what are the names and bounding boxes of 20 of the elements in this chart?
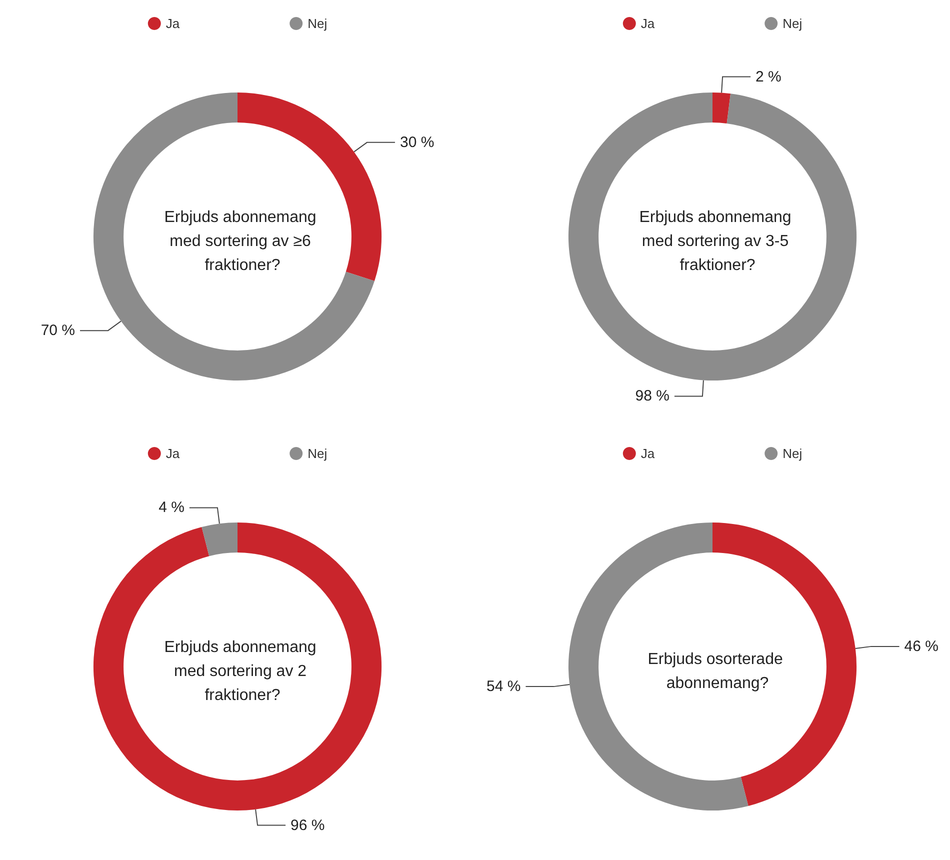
data-label: 70 % — [40, 322, 76, 340]
data-label: 98 % — [635, 388, 670, 405]
data-label: 2 % — [756, 68, 782, 86]
legend-label: Ja — [166, 16, 180, 31]
legend-label: Ja — [640, 16, 656, 31]
data-label: 4 % — [158, 499, 184, 516]
data-label: 30 % — [400, 134, 434, 151]
legend-label: Nej — [308, 446, 328, 461]
legend-label: Nej — [308, 16, 328, 31]
legend-label: Nej — [782, 446, 802, 461]
data-label: 96 % — [290, 816, 325, 834]
text: Erbjuds abonnemang med sortering av 3-5 fraktioner? — [639, 209, 796, 274]
text: Erbjuds abonnemang med sortering av ≥6 fraktioner? — [164, 209, 321, 274]
data-label: 46 % — [904, 638, 938, 655]
text: Erbjuds osorterade abonnemang? — [648, 651, 788, 692]
legend-label: Nej — [782, 16, 802, 31]
text: Erbjuds abonnemang med sortering av 2 fraktioner? — [164, 639, 321, 704]
legend-label: Ja — [640, 446, 656, 461]
data-label: 54 % — [486, 678, 521, 696]
legend-label: Ja — [166, 446, 180, 461]
